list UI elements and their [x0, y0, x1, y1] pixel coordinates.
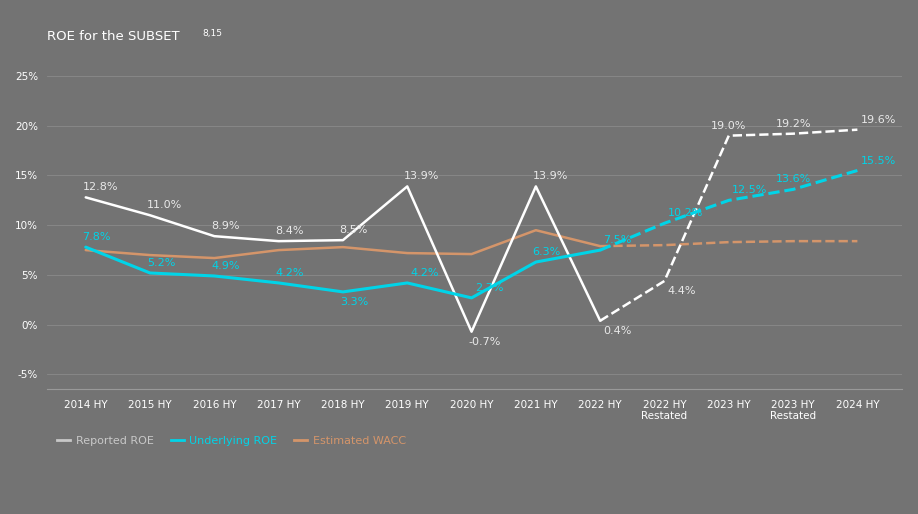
Text: 13.9%: 13.9% — [532, 172, 568, 181]
Legend: Reported ROE, Underlying ROE, Estimated WACC: Reported ROE, Underlying ROE, Estimated … — [52, 432, 410, 451]
Text: 13.6%: 13.6% — [776, 174, 811, 185]
Text: 8.5%: 8.5% — [340, 225, 368, 235]
Text: 4.2%: 4.2% — [275, 268, 304, 278]
Text: 19.0%: 19.0% — [711, 121, 746, 131]
Text: 10.2%: 10.2% — [667, 208, 703, 218]
Text: 8.4%: 8.4% — [275, 226, 304, 236]
Text: 2.7%: 2.7% — [475, 283, 503, 293]
Text: 11.0%: 11.0% — [147, 200, 182, 210]
Text: 19.2%: 19.2% — [776, 119, 811, 128]
Text: 12.8%: 12.8% — [83, 182, 118, 192]
Text: 4.4%: 4.4% — [667, 286, 696, 296]
Text: 5.2%: 5.2% — [147, 258, 175, 268]
Text: 8,15: 8,15 — [202, 29, 222, 38]
Text: 8.9%: 8.9% — [211, 221, 240, 231]
Text: 4.2%: 4.2% — [410, 268, 439, 278]
Text: 0.4%: 0.4% — [603, 326, 632, 336]
Text: 7.5%: 7.5% — [603, 235, 632, 245]
Text: 3.3%: 3.3% — [340, 297, 368, 307]
Text: 12.5%: 12.5% — [732, 186, 767, 195]
Text: -0.7%: -0.7% — [468, 337, 500, 346]
Text: 13.9%: 13.9% — [404, 172, 440, 181]
Text: 6.3%: 6.3% — [532, 247, 561, 257]
Text: 4.9%: 4.9% — [211, 261, 240, 271]
Text: ROE for the SUBSET: ROE for the SUBSET — [47, 30, 180, 43]
Text: 19.6%: 19.6% — [860, 115, 896, 125]
Text: 7.8%: 7.8% — [83, 232, 111, 242]
Text: 15.5%: 15.5% — [860, 156, 896, 166]
